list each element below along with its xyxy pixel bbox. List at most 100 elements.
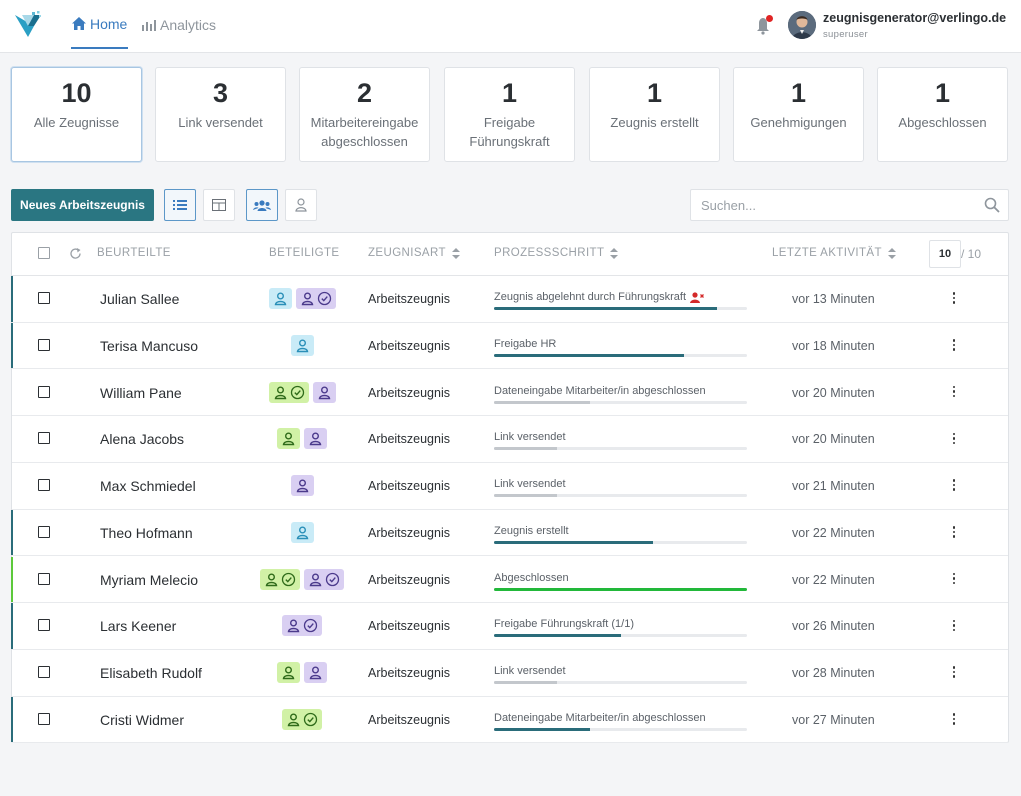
participant-badge-blue[interactable] xyxy=(268,288,292,309)
participant-badge-purple[interactable] xyxy=(312,381,336,403)
all-users-filter-button[interactable] xyxy=(246,189,278,221)
row-checkbox[interactable] xyxy=(38,432,50,445)
table-row[interactable]: Elisabeth Rudolf Arbeitszeugnis Link verse… xyxy=(12,650,1008,697)
participant-badge-green[interactable] xyxy=(277,662,300,683)
notification-bell-icon[interactable] xyxy=(752,15,774,35)
avatar[interactable] xyxy=(788,11,816,39)
stat-card-zeugnis-erstellt[interactable]: 1 Zeugnis erstellt xyxy=(589,67,720,162)
participant-badge-purple[interactable] xyxy=(282,615,322,637)
list-view-button[interactable] xyxy=(164,189,196,221)
stat-card-genehmigungen[interactable]: 1 Genehmigungen xyxy=(733,67,864,162)
new-zeugnis-button[interactable]: Neues Arbeitszeugnis xyxy=(11,189,154,221)
participant-badge-purple[interactable] xyxy=(304,428,327,450)
row-name[interactable]: Alena Jacobs xyxy=(100,431,185,448)
sort-icon xyxy=(451,247,460,259)
row-name[interactable]: Cristi Widmer xyxy=(100,711,184,728)
nav-tab-analytics[interactable]: Analytics xyxy=(142,0,216,49)
row-progress-bar xyxy=(494,634,747,638)
row-checkbox[interactable] xyxy=(38,619,50,632)
participant-badge-blue[interactable] xyxy=(290,334,314,356)
row-more-menu-icon[interactable] xyxy=(949,477,959,493)
nav-tab-home[interactable]: Home xyxy=(71,0,129,49)
row-more-menu-icon[interactable] xyxy=(949,524,959,540)
row-more-menu-icon[interactable] xyxy=(949,711,959,727)
refresh-icon[interactable] xyxy=(69,247,82,260)
row-more-menu-icon[interactable] xyxy=(949,571,959,587)
row-name[interactable]: Myriam Melecio xyxy=(100,571,199,588)
stat-card-link-versendet[interactable]: 3 Link versendet xyxy=(155,67,286,162)
row-name[interactable]: Julian Sallee xyxy=(100,291,180,307)
participant-badge-green[interactable] xyxy=(282,708,322,730)
header-beteiligte-label: BETEILIGTE xyxy=(269,247,340,259)
check-circle-icon xyxy=(290,385,304,399)
participant-badge-purple[interactable] xyxy=(304,662,327,683)
page-size-input[interactable]: 10 xyxy=(929,240,961,268)
row-progress-fill xyxy=(494,447,558,451)
participant-badge-purple[interactable] xyxy=(304,568,344,590)
header-prozessschritt[interactable]: PROZESSSCHRITT xyxy=(494,247,619,259)
table-row[interactable]: Terisa Mancuso Arbeitszeugnis Freigabe HR v… xyxy=(11,322,1008,370)
table-row[interactable]: Cristi Widmer Arbeitszeugnis Dateneingabe … xyxy=(11,696,1008,744)
header-letzte-aktivitaet[interactable]: LETZTE AKTIVITÄT xyxy=(772,247,896,259)
search-icon[interactable] xyxy=(984,197,1000,213)
table-row[interactable]: Lars Keener Arbeitszeugnis Freigabe Führun… xyxy=(11,603,1008,650)
table-row[interactable]: Alena Jacobs Arbeitszeugnis Link versendet… xyxy=(12,416,1008,463)
row-checkbox[interactable] xyxy=(38,338,50,351)
participant-badge-green[interactable] xyxy=(260,568,300,590)
row-more-menu-icon[interactable] xyxy=(949,290,959,306)
table-row[interactable]: Theo Hofmann Arbeitszeugnis Zeugnis erstel… xyxy=(11,509,1008,557)
search-input[interactable] xyxy=(691,190,971,220)
row-progress-bar xyxy=(494,447,747,451)
row-checkbox[interactable] xyxy=(38,292,50,304)
row-more-menu-icon[interactable] xyxy=(949,664,959,680)
person-icon xyxy=(287,619,300,633)
row-name[interactable]: William Pane xyxy=(100,384,182,401)
row-checkbox[interactable] xyxy=(38,385,50,398)
row-status-accent xyxy=(11,322,13,369)
row-checkbox[interactable] xyxy=(38,572,50,585)
my-items-filter-button[interactable] xyxy=(285,189,317,221)
row-more-menu-icon[interactable] xyxy=(949,337,959,353)
row-name[interactable]: Terisa Mancuso xyxy=(100,337,199,354)
verlingo-logo-icon[interactable] xyxy=(13,10,43,40)
participant-badge-green[interactable] xyxy=(277,428,300,450)
row-checkbox[interactable] xyxy=(38,525,50,538)
user-email[interactable]: zeugnisgenerator@verlingo.de xyxy=(823,11,1007,25)
row-process-step: Link versendet xyxy=(494,665,566,677)
row-more-menu-icon[interactable] xyxy=(949,617,959,633)
row-progress-fill xyxy=(494,634,621,638)
row-name[interactable]: Lars Keener xyxy=(100,618,177,635)
stat-card-alle-zeugnisse[interactable]: 10 Alle Zeugnisse xyxy=(11,67,142,162)
row-zeugnisart: Arbeitszeugnis xyxy=(368,292,450,306)
person-icon xyxy=(296,526,308,539)
table-row[interactable]: William Pane Arbeitszeugnis Dateneingabe M… xyxy=(12,370,1008,417)
header-beurteilte: BEURTEILTE xyxy=(97,247,171,259)
row-checkbox[interactable] xyxy=(38,712,50,725)
row-progress-bar xyxy=(494,353,747,357)
table-row[interactable]: Max Schmiedel Arbeitszeugnis Link versende… xyxy=(12,463,1008,510)
table-row[interactable]: Myriam Melecio Arbeitszeugnis Abgeschlosse… xyxy=(11,556,1008,604)
stat-card-freigabe-fuehrungskraft[interactable]: 1 Freigabe Führungskraft xyxy=(444,67,575,162)
participant-badge-green[interactable] xyxy=(268,381,309,403)
row-zeugnisart: Arbeitszeugnis xyxy=(368,432,450,447)
stat-card-abgeschlossen[interactable]: 1 Abgeschlossen xyxy=(877,67,1008,162)
row-name[interactable]: Max Schmiedel xyxy=(100,478,196,494)
row-name[interactable]: Theo Hofmann xyxy=(100,524,193,541)
row-checkbox[interactable] xyxy=(38,666,50,678)
table-view-button[interactable] xyxy=(203,189,235,221)
participant-badge-purple[interactable] xyxy=(295,288,336,309)
stat-label: Freigabe Führungskraft xyxy=(469,115,550,149)
header-zeugnisart[interactable]: ZEUGNISART xyxy=(368,247,460,259)
row-zeugnisart: Arbeitszeugnis xyxy=(368,338,450,353)
select-all-checkbox[interactable] xyxy=(38,247,50,259)
row-checkbox[interactable] xyxy=(38,479,50,491)
participant-badge-blue[interactable] xyxy=(290,521,314,543)
row-more-menu-icon[interactable] xyxy=(949,430,959,446)
row-progress-bar xyxy=(494,307,747,310)
stat-card-mitarbeitereingabe[interactable]: 2 Mitarbeitereingabe abgeschlossen xyxy=(299,67,430,162)
row-more-menu-icon[interactable] xyxy=(949,384,959,400)
table-row[interactable]: Julian Sallee Arbeitszeugnis Zeugnis abgel… xyxy=(11,276,1008,323)
participant-badge-purple[interactable] xyxy=(290,475,314,496)
row-process-step: Zeugnis erstellt xyxy=(494,525,569,537)
row-name[interactable]: Elisabeth Rudolf xyxy=(100,665,202,681)
